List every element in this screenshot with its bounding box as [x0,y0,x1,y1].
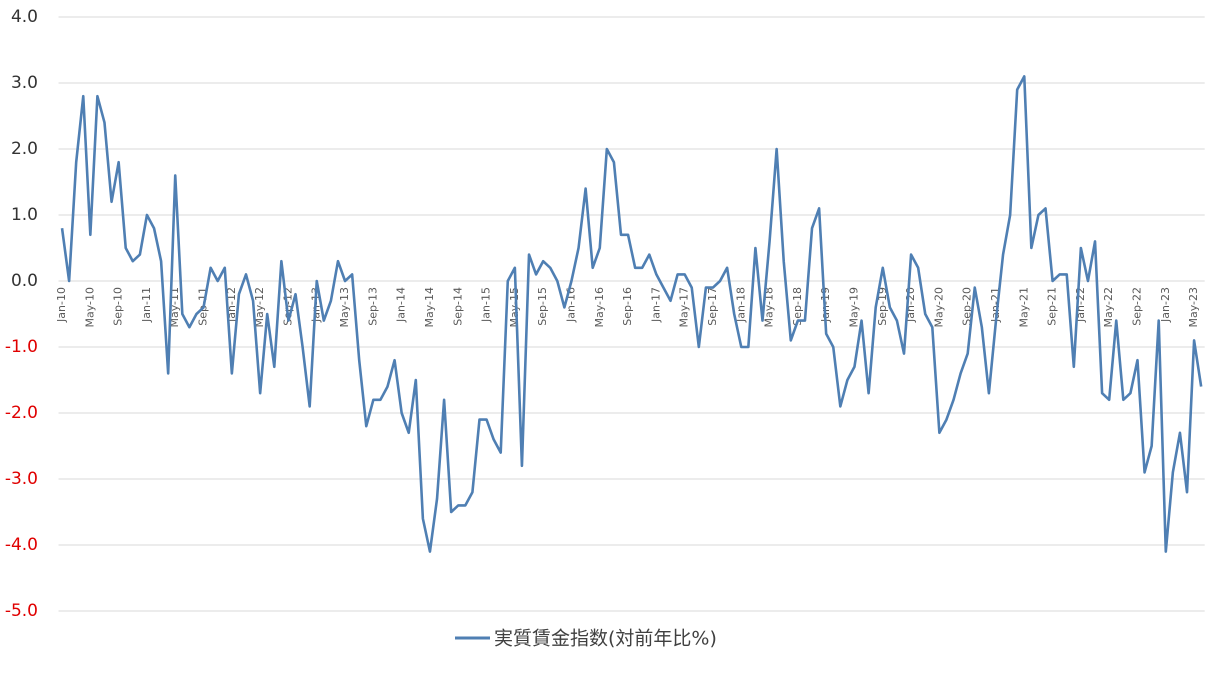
x-tick-label: May-19 [847,287,860,328]
y-tick-label: 1.0 [11,205,38,225]
y-tick-label: -4.0 [5,535,38,555]
x-tick-label: Jan-14 [395,287,408,323]
x-tick-label: Jan-11 [140,287,153,323]
y-tick-label: -1.0 [5,337,38,357]
y-tick-label: 4.0 [11,7,38,27]
x-tick-label: Jan-15 [480,287,493,323]
x-tick-label: Jan-16 [564,287,577,323]
y-tick-label: 2.0 [11,139,38,159]
y-tick-label: -5.0 [5,601,38,621]
x-tick-label: May-17 [678,287,691,328]
x-tick-label: May-23 [1187,287,1200,328]
x-tick-label: Jan-18 [734,287,747,323]
y-tick-label: -2.0 [5,403,38,423]
x-tick-label: May-15 [508,287,521,328]
x-tick-label: May-10 [83,287,96,328]
x-tick-label: Sep-18 [791,287,804,326]
x-tick-label: Jan-17 [649,287,662,323]
x-tick-label: May-16 [593,287,606,328]
x-tick-label: Sep-10 [112,287,125,326]
x-tick-label: Sep-15 [536,287,549,326]
y-tick-label: 0.0 [11,271,38,291]
x-tick-label: Sep-19 [876,287,889,326]
x-tick-label: May-14 [423,287,436,328]
y-tick-label: -3.0 [5,469,38,489]
x-tick-label: Jan-10 [55,287,68,323]
x-tick-label: Jan-23 [1159,287,1172,323]
legend-label: 実質賃金指数(対前年比%) [494,628,717,650]
x-tick-label: May-21 [1017,287,1030,328]
x-tick-label: May-20 [932,287,945,328]
x-tick-label: Sep-17 [706,287,719,326]
x-tick-label: Sep-21 [1046,287,1059,326]
x-tick-label: May-22 [1102,287,1115,328]
series-line [60,75,1203,553]
x-tick-label: Sep-16 [621,287,634,326]
x-tick-label: Sep-14 [451,287,464,326]
x-tick-label: Sep-22 [1130,287,1143,326]
x-tick-label: May-12 [253,287,266,328]
x-tick-label: May-13 [338,287,351,328]
y-tick-label: 3.0 [11,73,38,93]
x-tick-label: Sep-13 [366,287,379,326]
